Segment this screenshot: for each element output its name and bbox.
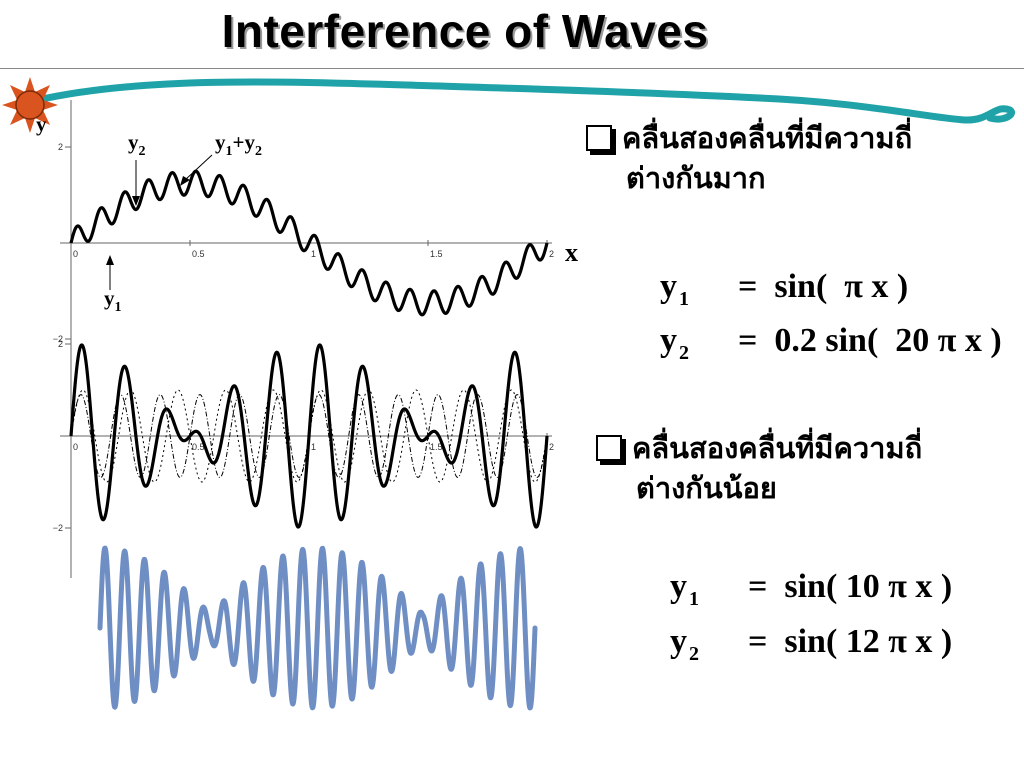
plot2-sum-curve: [69, 343, 549, 529]
equation-set1-y2: y 2 = 0.2 sin( 20 π x ): [660, 322, 1002, 364]
bullet-small-difference: คลื่นสองคลื่นที่มีความถี่ ต่างกันน้อย: [596, 428, 922, 508]
equation-set1-y1: y 1 = sin( π x ): [660, 268, 909, 310]
plot2-x-tick-label: 0: [73, 442, 78, 452]
sun-icon: [2, 77, 58, 133]
arrow-sum: [184, 154, 213, 181]
plot1-y-tick-label: −2: [53, 334, 63, 344]
bullet1-line2: ต่างกันมาก: [626, 161, 766, 195]
plot1-x-tick-label: 1: [311, 249, 316, 259]
title-divider: [0, 68, 1024, 69]
plot2-x-tick-label: 2: [549, 442, 554, 452]
axis-label-x: x: [565, 238, 578, 267]
bullet-large-difference: คลื่นสองคลื่นที่มีความถี่ ต่างกันมาก: [586, 118, 912, 198]
label-y1-plus-y2: y1+y2: [215, 130, 262, 159]
sun-disc: [15, 90, 45, 120]
equation-set2-y1: y 1 = sin( 10 π x ): [670, 568, 953, 610]
label-y2: y2: [128, 130, 146, 159]
plot1-x-tick-label: 0: [73, 249, 78, 259]
bullet1-line1: คลื่นสองคลื่นที่มีความถี่: [622, 121, 913, 155]
arrowhead-sum: [180, 176, 190, 186]
plot1-x-tick-label: 1.5: [430, 249, 443, 259]
arrowhead-y2: [132, 196, 140, 206]
plot1-x-tick-label: 2: [549, 249, 554, 259]
bullet2-line2: ต่างกันน้อย: [636, 471, 777, 505]
wave-banner: [34, 78, 1015, 124]
plot2-y-tick-label: −2: [53, 523, 63, 533]
plot1-sum-curve: [69, 169, 549, 317]
plot1-x-tick-label: 0.5: [192, 249, 205, 259]
slide-title: Interference of Waves: [221, 5, 709, 57]
label-y1: y1: [104, 286, 122, 315]
plot2-x-tick-label: 1.5: [430, 442, 443, 452]
equation-set2-y2: y 2 = sin( 12 π x ): [670, 623, 953, 665]
beat-wave-curve: [97, 545, 538, 711]
plot1-y-tick-label: 2: [58, 142, 63, 152]
bullet2-line1: คลื่นสองคลื่นที่มีความถี่: [632, 431, 923, 465]
plot2-y-tick-label: 2: [58, 339, 63, 349]
plot2-x-tick-label: 1: [311, 442, 316, 452]
axis-label-y: y: [36, 112, 47, 136]
arrowhead-y1: [106, 255, 114, 265]
plot2-y2-curve: [70, 394, 548, 478]
square-bullet-icon: [596, 435, 622, 461]
plot2-x-tick-label: 0.5: [192, 442, 205, 452]
square-bullet-icon: [586, 125, 612, 151]
